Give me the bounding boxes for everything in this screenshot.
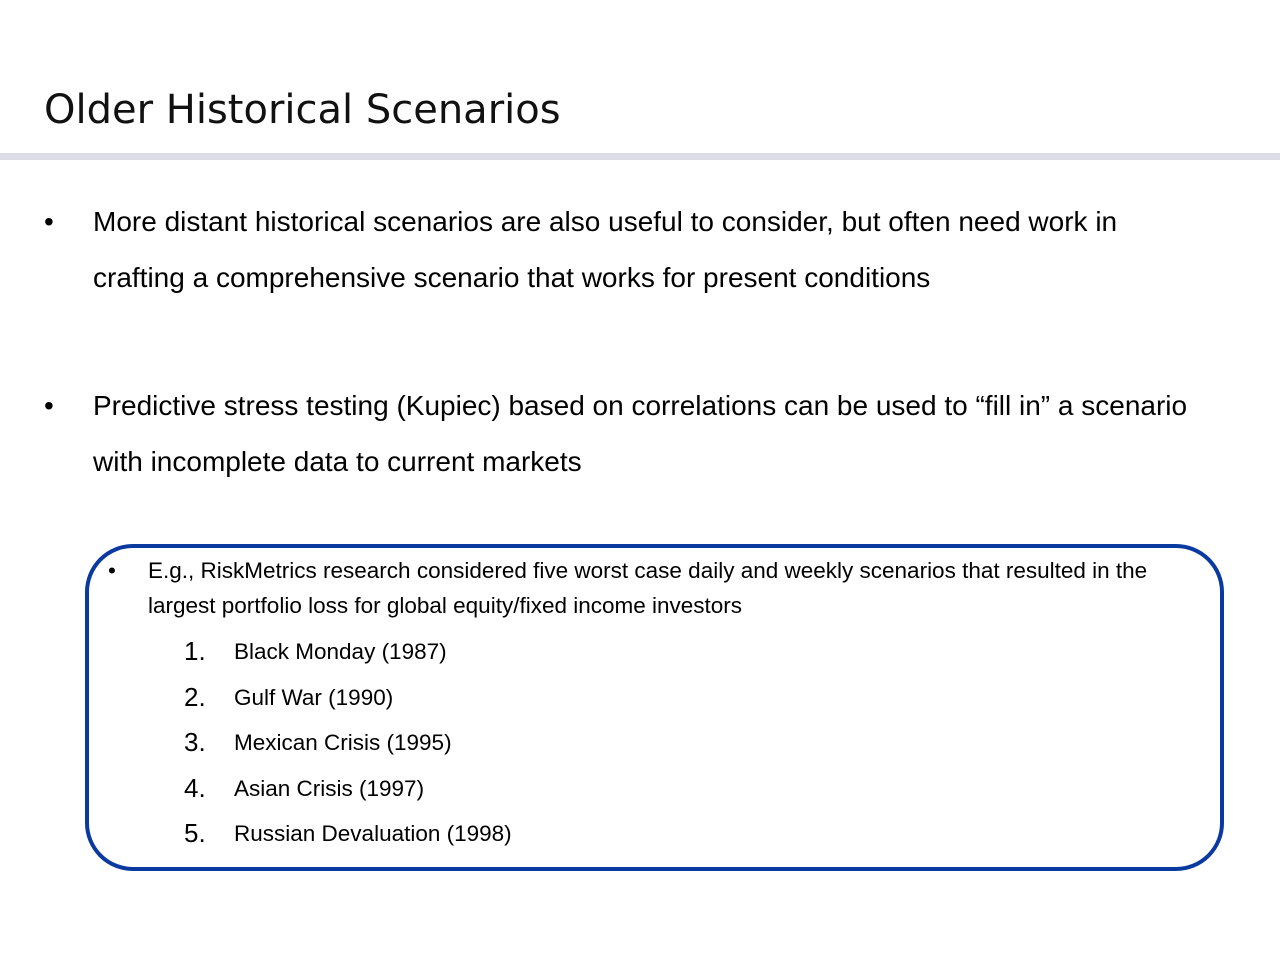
slide-title: Older Historical Scenarios	[44, 87, 561, 133]
scenario-list: 1. Black Monday (1987) 2. Gulf War (1990…	[184, 629, 884, 857]
example-callout-box	[85, 544, 1224, 871]
bullet-marker: •	[108, 558, 116, 583]
scenario-label: Russian Devaluation (1998)	[234, 821, 512, 846]
title-divider	[0, 153, 1280, 160]
scenario-item: 1. Black Monday (1987)	[184, 629, 884, 675]
bullet-item: • More distant historical scenarios are …	[44, 194, 1204, 306]
scenario-label: Black Monday (1987)	[234, 639, 447, 664]
bullet-text: Predictive stress testing (Kupiec) based…	[93, 390, 1188, 477]
scenario-number: 5.	[184, 818, 206, 848]
scenario-number: 3.	[184, 727, 206, 757]
bullet-marker: •	[44, 390, 54, 421]
scenario-number: 2.	[184, 681, 206, 712]
scenario-number: 1.	[184, 636, 206, 666]
scenario-item: 4. Asian Crisis (1997)	[184, 766, 884, 812]
example-text: E.g., RiskMetrics research considered fi…	[148, 558, 1148, 618]
scenario-number: 4.	[184, 772, 206, 803]
bullet-text: More distant historical scenarios are al…	[93, 206, 1118, 293]
scenario-item: 2. Gulf War (1990)	[184, 675, 884, 721]
bullet-marker: •	[44, 206, 54, 237]
bullet-item: • Predictive stress testing (Kupiec) bas…	[44, 378, 1204, 490]
scenario-item: 5. Russian Devaluation (1998)	[184, 811, 884, 857]
scenario-item: 3. Mexican Crisis (1995)	[184, 720, 884, 766]
scenario-label: Asian Crisis (1997)	[234, 775, 425, 801]
scenario-label: Mexican Crisis (1995)	[234, 730, 452, 755]
scenario-label: Gulf War (1990)	[234, 684, 394, 710]
